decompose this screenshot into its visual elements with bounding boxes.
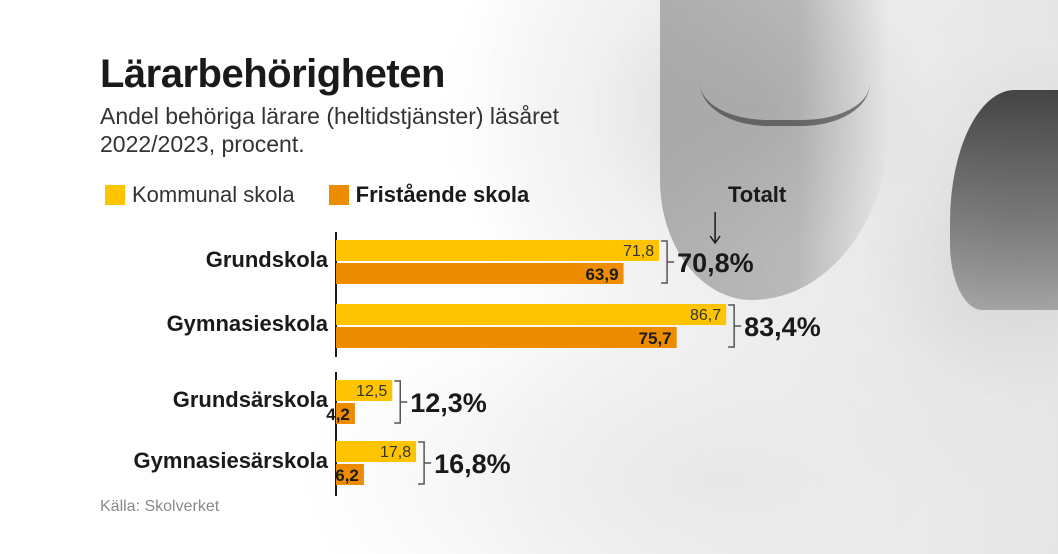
data-label-kommunal: 71,8 — [623, 243, 654, 260]
category-label: Grundskola — [206, 247, 329, 272]
total-bracket — [418, 441, 432, 485]
bar-fristaende — [336, 403, 355, 424]
total-bracket — [661, 240, 675, 284]
legend-swatch-fristaende — [328, 185, 349, 205]
category-label: Gymnasiesärskola — [134, 448, 329, 473]
chart-title: Lärarbehörigheten — [100, 52, 445, 96]
category-label: Gymnasieskola — [167, 311, 329, 336]
bar-kommunal — [336, 380, 393, 401]
bar-fristaende — [336, 464, 364, 485]
total-label: 12,3% — [410, 388, 487, 418]
data-label-fristaende: 63,9 — [585, 265, 618, 284]
legend-swatch-kommunal — [105, 185, 125, 205]
total-arrow — [709, 212, 721, 245]
data-label-fristaende: 6,2 — [335, 466, 359, 485]
total-label: 83,4% — [744, 312, 821, 342]
bar-fristaende — [336, 263, 624, 284]
bar-kommunal — [336, 441, 417, 462]
total-bracket — [394, 380, 408, 424]
data-label-kommunal: 12,5 — [356, 383, 387, 400]
legend-item-kommunal: Kommunal skola — [105, 182, 295, 208]
total-label: 70,8% — [677, 248, 754, 278]
legend-label-fristaende: Fristående skola — [355, 182, 530, 207]
source-note: Källa: Skolverket — [100, 498, 220, 515]
total-header: Totalt — [728, 182, 787, 207]
legend: Kommunal skola Fristående skola — [105, 182, 563, 208]
data-label-kommunal: 17,8 — [380, 444, 411, 461]
category-label: Grundsärskola — [173, 387, 329, 412]
data-label-kommunal: 86,7 — [690, 307, 721, 324]
total-label: 16,8% — [434, 449, 511, 479]
bar-fristaende — [336, 327, 677, 348]
legend-label-kommunal: Kommunal skola — [132, 182, 295, 207]
chart-subtitle: Andel behöriga lärare (heltidstjänster) … — [100, 103, 559, 157]
bar-kommunal — [336, 304, 727, 325]
legend-item-fristaende: Fristående skola — [328, 182, 530, 208]
data-label-fristaende: 75,7 — [639, 329, 672, 348]
glasses-shape — [700, 20, 870, 126]
bar-kommunal — [336, 240, 660, 261]
data-label-fristaende: 4,2 — [326, 405, 350, 424]
total-bracket — [728, 304, 742, 348]
